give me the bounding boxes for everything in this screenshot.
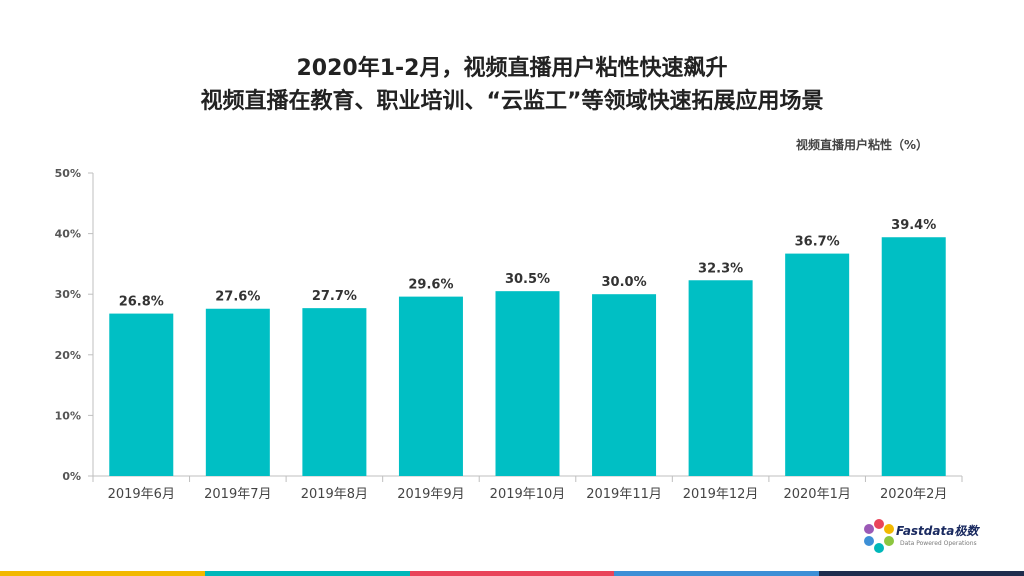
x-category-label: 2019年10月: [490, 487, 566, 502]
x-category-label: 2020年1月: [783, 487, 850, 502]
bar-value-label: 27.6%: [215, 290, 260, 305]
bar-value-label: 30.0%: [602, 275, 647, 290]
bar-value-label: 26.8%: [119, 295, 164, 310]
y-tick-label: 40%: [55, 228, 81, 241]
x-category-label: 2019年8月: [301, 487, 368, 502]
x-category-label: 2019年11月: [586, 487, 662, 502]
bar: [109, 313, 174, 476]
footer-stripe: [409, 571, 615, 576]
y-tick-label: 50%: [55, 167, 81, 180]
y-tick-label: 10%: [55, 409, 81, 422]
x-category-label: 2020年2月: [880, 487, 947, 502]
bar-value-label: 32.3%: [698, 261, 743, 276]
x-category-label: 2019年9月: [397, 487, 464, 502]
bar: [592, 294, 657, 476]
footer-color-stripes: [0, 571, 1024, 576]
bar: [688, 280, 753, 476]
brand-logo: Fastdata极数 Data Powered Operations: [862, 518, 1012, 558]
x-category-label: 2019年12月: [683, 487, 759, 502]
footer-stripe: [204, 571, 410, 576]
brand-name: Fastdata极数: [896, 524, 979, 538]
chart-title: 2020年1-2月，视频直播用户粘性快速飙升: [296, 56, 728, 81]
bar: [398, 296, 463, 476]
bar-value-label: 30.5%: [505, 272, 550, 287]
bar-value-label: 39.4%: [891, 218, 936, 233]
y-tick-label: 20%: [55, 349, 81, 362]
series-legend-label: 视频直播用户粘性（%）: [795, 138, 928, 152]
chart-subtitle: 视频直播在教育、职业培训、“云监工”等领域快速拓展应用场景: [200, 89, 824, 114]
footer-stripe: [819, 571, 1024, 576]
brand-tagline: Data Powered Operations: [900, 540, 977, 547]
bar: [881, 237, 946, 476]
bar-value-label: 36.7%: [795, 235, 840, 250]
bar: [495, 291, 560, 476]
bar: [785, 253, 850, 476]
bar: [302, 308, 367, 476]
bar-value-label: 27.7%: [312, 289, 357, 304]
footer-stripe: [614, 571, 820, 576]
x-category-label: 2019年7月: [204, 487, 271, 502]
x-category-label: 2019年6月: [108, 487, 175, 502]
footer-stripe: [0, 571, 205, 576]
bar: [205, 308, 270, 476]
y-tick-label: 30%: [55, 288, 81, 301]
y-tick-label: 0%: [62, 470, 81, 483]
flower-logo-icon: [864, 519, 894, 553]
bar-value-label: 29.6%: [408, 278, 453, 293]
